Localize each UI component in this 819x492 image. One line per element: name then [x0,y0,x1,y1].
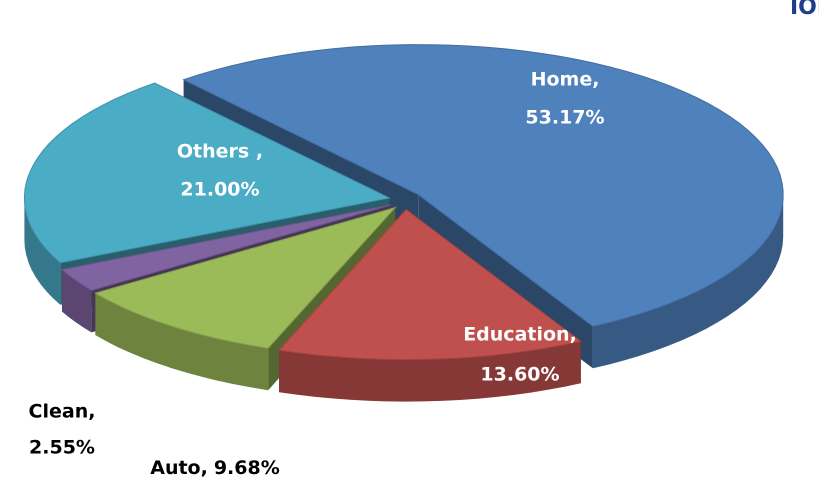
slice-top [182,44,784,327]
data-label: Auto, 9.68% [150,457,280,479]
slice-top [23,82,391,264]
label-category: Others , [177,141,263,163]
slice-side [279,341,581,402]
slice-side [24,198,61,305]
slice-side [592,194,784,369]
label-category: Clean, [29,401,96,423]
slice-side [95,293,269,391]
label-value: 13.60% [480,364,559,386]
slice-top [60,204,392,291]
label-value: 21.00% [180,179,259,201]
pie-slice [278,208,582,402]
label-value: 53.17% [525,107,604,129]
label-value: 2.55% [29,437,95,459]
slice-top [94,206,397,349]
label-category: Home, [531,69,600,91]
annotation: IOE [790,0,819,20]
slice-side [62,269,92,333]
label-category: Education, [463,324,577,346]
slice-top [278,208,582,361]
label-value: 9.68% [214,457,280,479]
label-category: Auto, [150,457,208,479]
